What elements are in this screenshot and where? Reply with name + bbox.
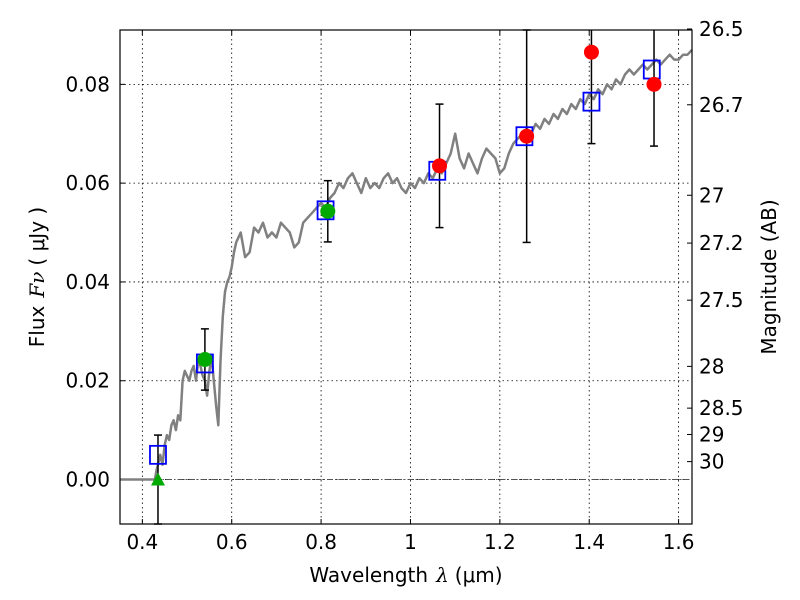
observed-red-point <box>583 44 599 60</box>
model-layer <box>120 48 693 481</box>
y-tick-label: 0.00 <box>65 468 110 492</box>
magnitude-tick-label: 30 <box>699 450 724 474</box>
y-tick-label: 0.02 <box>65 369 110 393</box>
x-tick-label: 0.8 <box>305 530 337 554</box>
x-tick-label: 0.6 <box>216 530 248 554</box>
magnitude-tick-label: 27.2 <box>699 231 744 255</box>
observed-green-point <box>320 203 336 219</box>
plot-frame <box>119 29 693 525</box>
model-photometry-square <box>582 91 601 112</box>
magnitude-tick-label: 27 <box>699 183 724 207</box>
x-tick-label: 0.4 <box>126 530 158 554</box>
magnitude-tick-label: 26.5 <box>699 17 744 41</box>
x-tick-labels: 0.4 0.6 0.8 1 1.2 1.4 1.6 <box>126 530 694 554</box>
x-tick-label: 1.2 <box>484 530 516 554</box>
y-tick-labels: 0.00 0.02 0.04 0.06 0.08 <box>65 72 110 491</box>
observed-red-point <box>646 76 662 92</box>
y-tick-label: 0.08 <box>65 72 110 96</box>
marker-layer <box>149 44 662 486</box>
observed-red-point <box>432 158 448 174</box>
y2-axis-label: Magnitude (AB) <box>757 199 781 354</box>
model-photometry-square <box>149 444 167 465</box>
magnitude-tick-label: 26.7 <box>699 93 744 117</box>
grid-layer <box>120 30 692 524</box>
magnitude-tick-label: 27.5 <box>699 288 744 312</box>
upper-limit-triangle <box>150 472 165 486</box>
magnitude-tick-labels: 26.5 26.7 27 27.2 27.5 28 28.529 30 <box>699 17 744 474</box>
observed-green-point <box>197 351 213 367</box>
observed-red-point <box>519 128 535 144</box>
x-tick-label: 1.4 <box>573 530 605 554</box>
magnitude-tick-label: 29 <box>699 422 724 446</box>
y-axis-label: FluxFν( μJy ) <box>25 207 49 347</box>
x-axis-label: Wavelength λ (μm) <box>309 563 502 587</box>
magnitude-tick-label: 28 <box>699 354 724 378</box>
sed-model-line <box>120 48 693 481</box>
x-tick-label: 1.6 <box>663 530 695 554</box>
x-tick-label: 1 <box>404 530 417 554</box>
magnitude-tick-label: 28.5 <box>699 396 744 420</box>
y-tick-label: 0.06 <box>65 171 110 195</box>
y-tick-label: 0.04 <box>65 270 110 294</box>
ticks-layer <box>120 28 692 524</box>
